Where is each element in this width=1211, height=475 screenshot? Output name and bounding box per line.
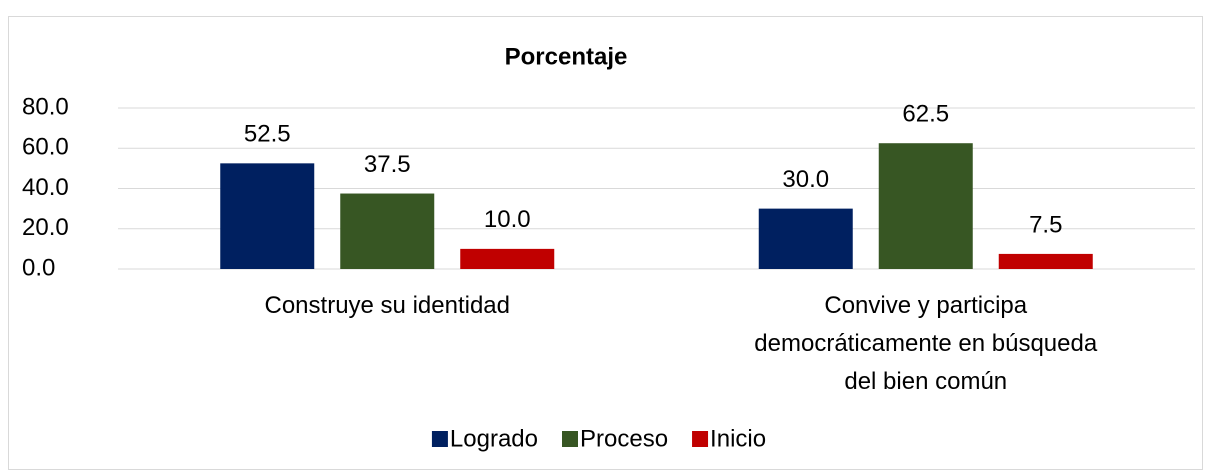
bar (878, 143, 973, 269)
x-tick-label: Convive y participa democráticamente en … (754, 292, 1098, 395)
data-label: 37.5 (364, 151, 411, 178)
legend-label: Logrado (450, 425, 538, 452)
bar (460, 248, 555, 269)
data-label: 30.0 (782, 166, 829, 193)
data-label: 52.5 (244, 121, 291, 148)
bar (340, 193, 435, 269)
bar (220, 163, 315, 269)
legend-label: Proceso (580, 425, 668, 452)
y-tick-label: 20.0 (22, 214, 69, 241)
y-tick-label: 40.0 (22, 174, 69, 201)
data-label: 62.5 (902, 101, 949, 128)
y-tick-label: 60.0 (22, 134, 69, 161)
legend-swatch (431, 431, 448, 447)
chart-title: Porcentaje (505, 43, 628, 70)
legend-swatch (692, 431, 709, 447)
x-tick-label: Construye su identidad (264, 292, 510, 319)
y-tick-label: 0.0 (22, 254, 55, 281)
legend-swatch (562, 431, 578, 447)
y-tick-label: 80.0 (22, 93, 69, 120)
bar (758, 208, 853, 269)
data-label: 10.0 (484, 206, 531, 233)
legend-label: Inicio (710, 425, 766, 452)
data-label: 7.5 (1029, 211, 1062, 238)
bar (998, 253, 1093, 269)
chart-border (8, 16, 1203, 470)
